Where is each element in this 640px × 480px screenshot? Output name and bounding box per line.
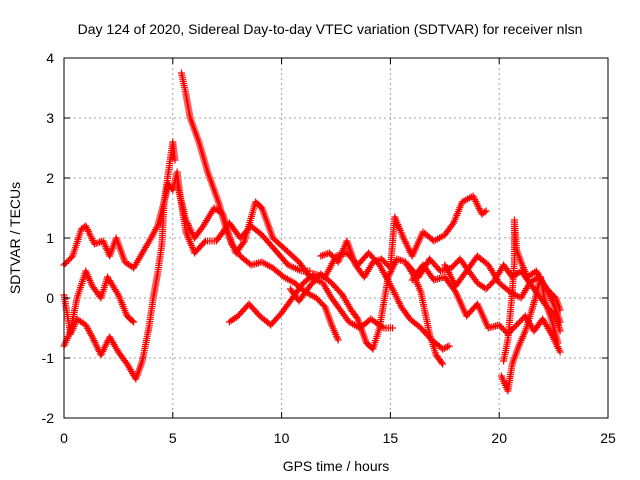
series-track-j — [408, 261, 564, 356]
x-tick-label: 10 — [274, 430, 290, 446]
data-marker — [173, 180, 342, 344]
data-marker — [408, 261, 564, 356]
series-track-e — [173, 180, 342, 344]
x-tick-label: 20 — [491, 430, 507, 446]
y-tick-label: 3 — [46, 110, 54, 126]
y-tick-label: 2 — [46, 170, 54, 186]
y-tick-label: 1 — [46, 230, 54, 246]
x-tick-label: 25 — [600, 430, 616, 446]
data-marker — [317, 192, 490, 281]
y-tick-label: 4 — [46, 50, 54, 66]
x-tick-label: 0 — [60, 430, 68, 446]
series-track-m — [500, 216, 564, 365]
x-axis-label: GPS time / hours — [283, 458, 390, 474]
y-tick-label: -2 — [42, 410, 55, 426]
chart-title: Day 124 of 2020, Sidereal Day-to-day VTE… — [78, 21, 583, 37]
y-tick-label: -1 — [42, 350, 55, 366]
data-points — [60, 69, 564, 395]
data-marker — [286, 255, 447, 368]
y-tick-label: 0 — [46, 290, 54, 306]
data-marker — [500, 216, 564, 365]
axis-ticks: 0 5 10 15 20 25 -2 -1 0 1 2 3 4 — [42, 50, 616, 446]
x-tick-label: 15 — [383, 430, 399, 446]
series-track-g — [286, 255, 447, 368]
series-track-h — [317, 192, 490, 281]
y-axis-label: SDTVAR / TECUs — [7, 182, 23, 294]
x-tick-label: 5 — [169, 430, 177, 446]
